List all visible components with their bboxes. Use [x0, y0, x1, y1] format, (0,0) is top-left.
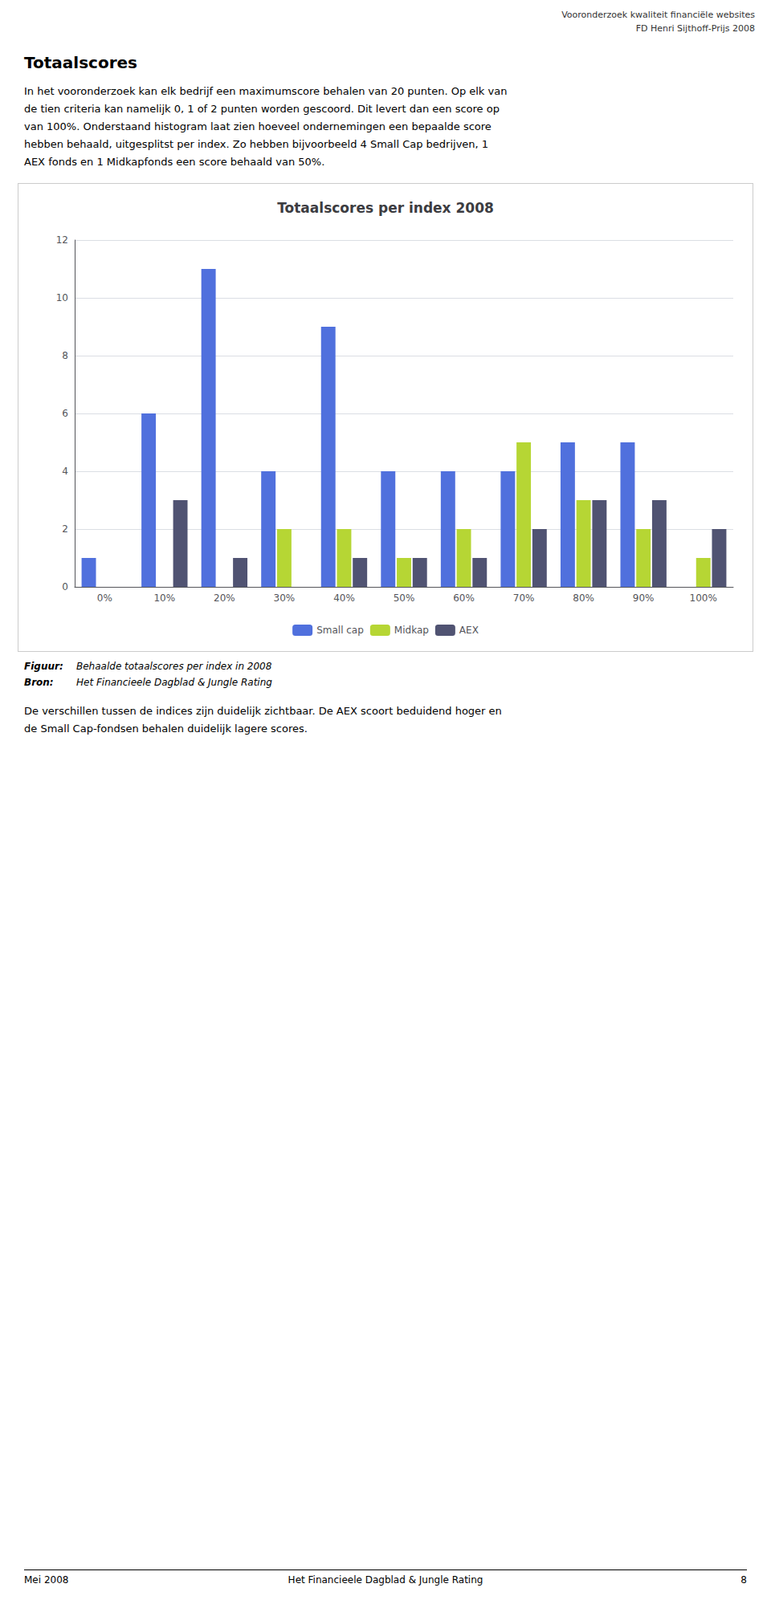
- svg-text:8: 8: [61, 350, 69, 362]
- html-text:AEX fonds en 1 Midkapfonds een: AEX fonds en 1 Midkapfonds een score beh…: [24, 155, 325, 168]
- html-text:Het Financieele Dagblad & Jung: Het Financieele Dagblad & Jungle Rating: [76, 677, 273, 689]
- html-text:de tien criteria kan namelijk: de tien criteria kan namelijk 0, 1 of 2 …: [24, 102, 500, 115]
- html-text:Het Financieele Dagblad & Jung: Het Financieele Dagblad & Jungle Rating: [288, 1574, 483, 1587]
- html-text:van 100%. Onderstaand histogra: van 100%. Onderstaand histogram laat zie…: [24, 120, 492, 133]
- svg-text:0%: 0%: [97, 592, 113, 604]
- svg-text:90%: 90%: [632, 592, 655, 604]
- svg-text:60%: 60%: [452, 592, 475, 604]
- html-text:Mei 2008: Mei 2008: [24, 1574, 69, 1587]
- svg-text:10: 10: [56, 292, 69, 304]
- html-text:Vooronderzoek kwaliteit financ: Vooronderzoek kwaliteit financiële websi…: [561, 9, 755, 21]
- svg-text:100%: 100%: [689, 592, 718, 604]
- html-text:8: 8: [740, 1574, 747, 1587]
- svg-text:6: 6: [61, 407, 69, 420]
- html-text:FD Henri Sijthoff-Prijs 2008: FD Henri Sijthoff-Prijs 2008: [635, 23, 755, 34]
- html-text:De verschillen tussen de indic: De verschillen tussen de indices zijn du…: [24, 705, 502, 718]
- html-text:hebben behaald, uitgesplitst p: hebben behaald, uitgesplitst per index. …: [24, 138, 489, 151]
- svg-text:80%: 80%: [572, 592, 595, 604]
- html-text:de Small Cap-fondsen behalen d: de Small Cap-fondsen behalen duidelijk l…: [24, 722, 308, 735]
- svg-text:Small cap: Small cap: [316, 624, 364, 637]
- svg-text:20%: 20%: [213, 592, 236, 604]
- html-text:Bron:: Bron:: [24, 677, 54, 689]
- svg-text:10%: 10%: [153, 592, 176, 604]
- html-text:Figuur:: Figuur:: [24, 660, 64, 673]
- svg-text:50%: 50%: [393, 592, 416, 604]
- html-text:In het vooronderzoek kan elk b: In het vooronderzoek kan elk bedrijf een…: [24, 85, 508, 98]
- svg-text:Totaalscores per index 2008: Totaalscores per index 2008: [277, 199, 494, 217]
- svg-text:30%: 30%: [273, 592, 296, 604]
- svg-text:2: 2: [61, 523, 69, 535]
- svg-text:AEX: AEX: [459, 624, 479, 637]
- html-text:Totaalscores: Totaalscores: [24, 53, 138, 73]
- svg-text:0: 0: [61, 581, 69, 593]
- html-text:Behaalde totaalscores per inde: Behaalde totaalscores per index in 2008: [76, 660, 272, 673]
- svg-text:Midkap: Midkap: [394, 624, 429, 637]
- svg-text:70%: 70%: [513, 592, 535, 604]
- svg-text:12: 12: [56, 234, 69, 246]
- svg-text:40%: 40%: [333, 592, 355, 604]
- svg-text:4: 4: [61, 465, 69, 478]
